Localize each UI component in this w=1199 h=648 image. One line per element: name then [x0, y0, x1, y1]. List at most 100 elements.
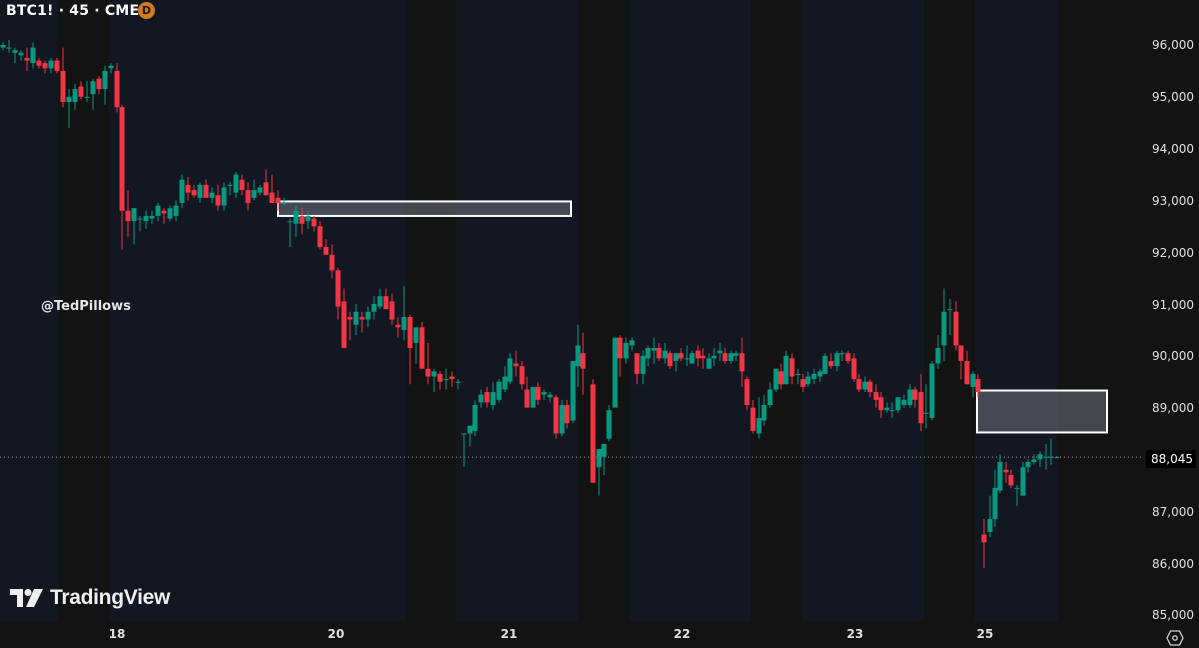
candle: [323, 239, 329, 255]
session-band: [456, 0, 578, 621]
candle: [992, 469, 998, 527]
supply-zone-1[interactable]: [277, 200, 572, 217]
candle: [507, 353, 513, 385]
candle: [419, 322, 425, 369]
candle: [744, 376, 750, 411]
candle: [365, 306, 371, 328]
candle: [197, 182, 203, 203]
candle: [862, 376, 868, 393]
candle: [245, 182, 251, 211]
candle: [623, 337, 629, 364]
candle: [0, 42, 6, 51]
tradingview-logo[interactable]: TradingView: [10, 586, 170, 610]
candle: [203, 179, 209, 198]
price-label-94000: 94,000: [1152, 142, 1194, 156]
candle: [651, 337, 657, 364]
time-label-23: 23: [846, 627, 864, 641]
time-axis[interactable]: 18 20 21 22 23 25: [0, 621, 1143, 648]
time-label-22: 22: [673, 627, 691, 641]
candle: [717, 342, 723, 361]
candle: [401, 285, 407, 341]
candle: [496, 379, 502, 403]
candlestick-chart[interactable]: [0, 0, 1143, 621]
candle: [143, 210, 149, 229]
candle: [570, 360, 576, 424]
candle: [72, 83, 78, 110]
candle: [305, 210, 311, 229]
candle: [478, 389, 484, 408]
candle: [524, 376, 530, 408]
candle: [513, 350, 519, 377]
price-axis[interactable]: 96,000 95,000 94,000 93,000 92,000 91,00…: [1143, 0, 1199, 622]
candle: [12, 47, 18, 64]
time-label-20: 20: [327, 627, 345, 641]
candle: [662, 342, 668, 364]
supply-zone-2[interactable]: [976, 389, 1108, 434]
candle: [173, 200, 179, 222]
candle: [1020, 461, 1026, 496]
candle: [1031, 454, 1037, 465]
candle: [873, 384, 879, 408]
session-band: [802, 0, 924, 621]
candle: [541, 389, 547, 400]
candle: [209, 187, 215, 203]
candle: [1048, 438, 1054, 465]
candle: [756, 397, 762, 439]
candle: [275, 190, 281, 211]
last-price-label: 88,045: [1146, 450, 1196, 468]
settings-hex-icon[interactable]: [1166, 630, 1184, 646]
candle: [987, 495, 993, 538]
candle: [947, 298, 953, 336]
candle: [437, 371, 443, 390]
candle: [822, 353, 828, 374]
candle: [239, 174, 245, 196]
chart-pane[interactable]: BTC1! · 45 · CME D @TedPillows TradingVi…: [0, 0, 1143, 621]
candle: [711, 348, 717, 367]
price-label-95000: 95,000: [1152, 90, 1194, 104]
symbol-title[interactable]: BTC1! · 45 · CME: [6, 3, 140, 19]
price-label-93000: 93,000: [1152, 194, 1194, 208]
candle: [700, 348, 706, 369]
candle: [137, 215, 143, 232]
off-session-band: [405, 0, 456, 621]
candle: [918, 373, 924, 431]
price-label-96000: 96,000: [1152, 38, 1194, 52]
price-label-89000: 89,000: [1152, 401, 1194, 415]
candle: [455, 379, 461, 390]
candle: [684, 345, 690, 367]
candle: [867, 379, 873, 398]
candle: [673, 353, 679, 372]
candle: [678, 348, 684, 361]
candle: [1014, 485, 1020, 507]
candle: [425, 342, 431, 385]
candle: [800, 373, 806, 393]
candles: [0, 39, 1060, 569]
candle: [617, 335, 623, 377]
candle: [502, 366, 508, 393]
candle: [48, 57, 54, 74]
candle: [215, 184, 221, 211]
candle: [695, 345, 701, 367]
time-label-18: 18: [108, 627, 126, 641]
delayed-data-badge[interactable]: D: [138, 2, 155, 19]
candle: [856, 373, 862, 393]
candle: [530, 386, 536, 408]
tradingview-logo-icon: [10, 589, 43, 607]
candle: [84, 81, 90, 102]
candle: [845, 350, 851, 364]
candle: [269, 174, 275, 203]
candle: [353, 304, 359, 336]
time-label-25: 25: [976, 627, 994, 641]
candle: [191, 184, 197, 198]
candle: [733, 350, 739, 361]
candle: [656, 342, 662, 361]
candle: [1043, 443, 1049, 470]
off-session-band: [751, 0, 802, 621]
candle: [36, 57, 42, 69]
candle: [472, 399, 478, 437]
candle: [596, 449, 602, 496]
candle: [535, 381, 541, 406]
off-session-band: [578, 0, 629, 621]
candle: [30, 42, 36, 69]
candle: [851, 353, 857, 382]
